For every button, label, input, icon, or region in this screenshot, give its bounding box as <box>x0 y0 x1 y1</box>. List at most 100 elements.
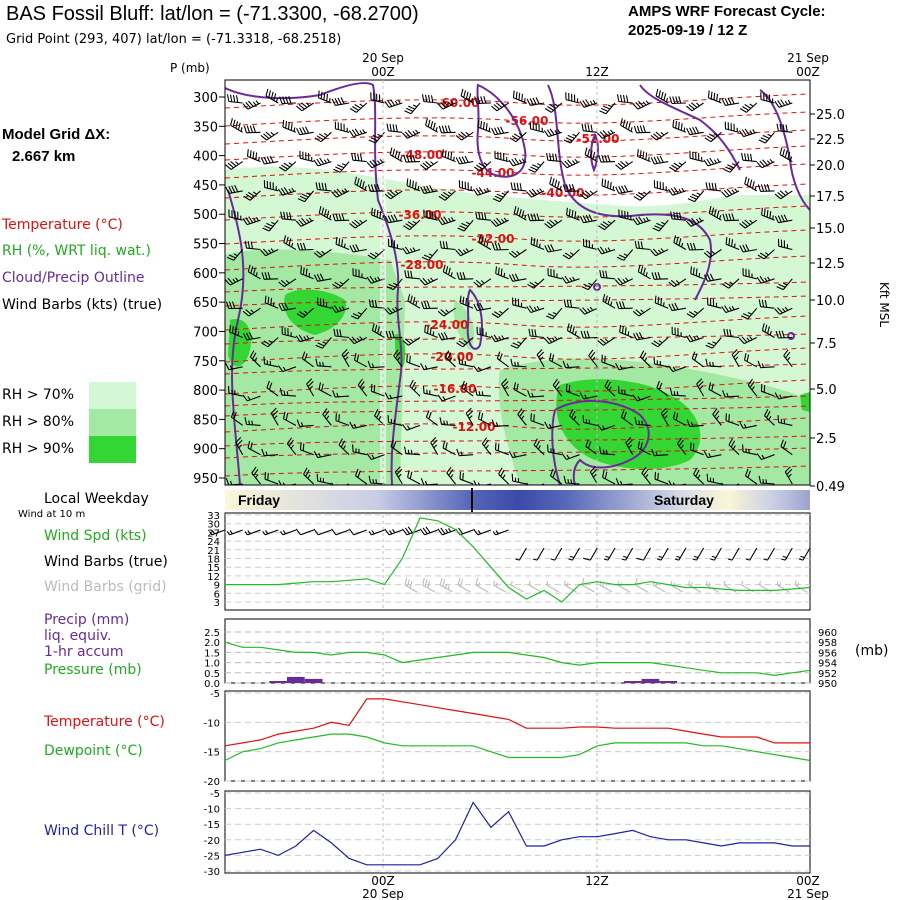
xs-wind-barb <box>315 358 332 368</box>
xs-wind-barb <box>651 272 669 280</box>
panel-tick-label: -20 <box>204 777 220 788</box>
xs-wind-barb <box>561 275 580 284</box>
xs-wind-barb <box>313 249 332 258</box>
xs-wind-barb <box>602 293 616 309</box>
xs-wind-barb <box>615 301 633 310</box>
xs-wind-barb <box>491 242 509 251</box>
xs-wind-barb <box>286 437 297 456</box>
xs-wind-barb <box>562 360 580 369</box>
xs-wind-barb <box>491 307 509 318</box>
xs-wind-barb <box>651 448 669 457</box>
xs-wind-barb <box>654 295 669 309</box>
wind-barb-true <box>798 547 811 561</box>
xs-wind-barb <box>420 301 438 310</box>
xs-wind-barb <box>437 100 456 110</box>
xs-wind-barb <box>315 337 332 349</box>
xs-wind-barb <box>349 219 368 229</box>
xs-wind-barb <box>278 302 296 312</box>
xs-wind-barb <box>614 277 633 286</box>
xs-wind-barb <box>227 385 243 397</box>
xs-wind-barb <box>295 334 314 343</box>
wind-barb-true <box>692 547 705 561</box>
xs-wind-barb <box>744 468 758 485</box>
wind-barb-grid <box>439 577 453 593</box>
xs-wind-barb <box>704 131 722 143</box>
xs-wind-barb <box>458 180 474 192</box>
temp-contour-line <box>225 347 810 363</box>
xs-wind-barb <box>639 350 651 368</box>
xs-wind-barb <box>370 383 385 397</box>
precip-bar <box>659 681 677 683</box>
rh-legend-80-label: RH > 80% <box>2 414 75 430</box>
xs-wind-barb <box>776 278 793 291</box>
xs-wind-barb <box>686 419 704 427</box>
xs-wind-barb <box>530 413 545 426</box>
weekday-friday: Friday <box>238 492 280 508</box>
xs-wind-barb <box>402 246 421 255</box>
wind-barb-grid <box>528 580 542 593</box>
panel-tick-label: 24 <box>207 537 220 548</box>
panel-tick-label: -10 <box>204 805 220 816</box>
xs-wind-barb <box>602 470 616 485</box>
xs-wind-barb <box>315 182 332 192</box>
legend-temperature: Temperature (°C) <box>2 217 123 233</box>
xs-wind-barb <box>438 125 456 134</box>
xs-wind-barb <box>228 209 243 221</box>
xs-wind-barb <box>549 176 563 192</box>
time-bottom-label-3-date: 21 Sep <box>787 887 829 900</box>
xs-wind-barb <box>547 268 562 280</box>
xs-wind-barb <box>774 214 793 224</box>
xs-wind-barb <box>402 129 421 139</box>
xs-wind-barb <box>368 475 385 485</box>
xs-wind-barb <box>349 244 367 253</box>
xs-wind-barb <box>761 207 775 221</box>
xs-wind-barb <box>296 242 314 251</box>
xs-wind-barb <box>407 470 421 485</box>
xs-wind-barb <box>757 360 775 369</box>
xs-wind-barb <box>437 394 456 402</box>
xs-wind-barb <box>354 176 368 192</box>
weekday-bar <box>225 490 810 510</box>
xs-wind-barb <box>296 102 314 112</box>
xs-wind-barb <box>465 407 474 426</box>
xs-wind-barb <box>494 442 509 456</box>
panel-right-tick-label: 958 <box>818 638 837 649</box>
p-tick-label: 750 <box>193 355 218 370</box>
xs-wind-barb <box>226 249 244 261</box>
xs-wind-barb <box>420 363 438 371</box>
xs-wind-barb <box>634 240 651 251</box>
xs-wind-barb <box>545 307 563 320</box>
wind-barb-true <box>226 529 243 536</box>
temp-contour-line <box>225 229 810 245</box>
rh-legend-70-label: RH > 70% <box>2 387 75 403</box>
xs-wind-barb <box>656 380 669 397</box>
temp-contour-label: -48.00 <box>401 148 444 162</box>
panel-tick-label: 12 <box>207 572 220 583</box>
xs-wind-barb <box>496 351 509 368</box>
xs-wind-barb <box>668 365 687 373</box>
xs-wind-barb <box>706 473 722 485</box>
xs-wind-barb <box>669 96 686 105</box>
xs-wind-barb <box>724 121 740 133</box>
xs-wind-barb <box>588 349 598 368</box>
rh-legend-90-swatch <box>89 436 136 463</box>
xs-wind-barb <box>569 409 580 426</box>
xs-wind-barb <box>264 295 279 309</box>
xs-wind-barb <box>598 446 616 456</box>
xs-wind-barb <box>338 438 350 456</box>
xs-wind-barb <box>672 119 687 133</box>
xs-wind-barb <box>498 467 509 485</box>
xs-wind-barb <box>722 278 740 289</box>
xs-wind-barb <box>422 385 438 397</box>
xs-wind-barb <box>618 209 633 221</box>
xs-wind-barb <box>446 466 456 485</box>
xs-wind-barb <box>708 205 722 221</box>
xs-wind-barb <box>366 275 385 284</box>
xs-wind-barb <box>318 382 332 397</box>
xs-wind-barb <box>331 188 350 198</box>
xs-wind-barb <box>582 238 598 251</box>
temp-contour-label: -40.00 <box>542 186 585 200</box>
xs-wind-barb <box>598 219 616 231</box>
xs-wind-barb <box>620 410 634 426</box>
xs-wind-barb <box>601 178 616 192</box>
